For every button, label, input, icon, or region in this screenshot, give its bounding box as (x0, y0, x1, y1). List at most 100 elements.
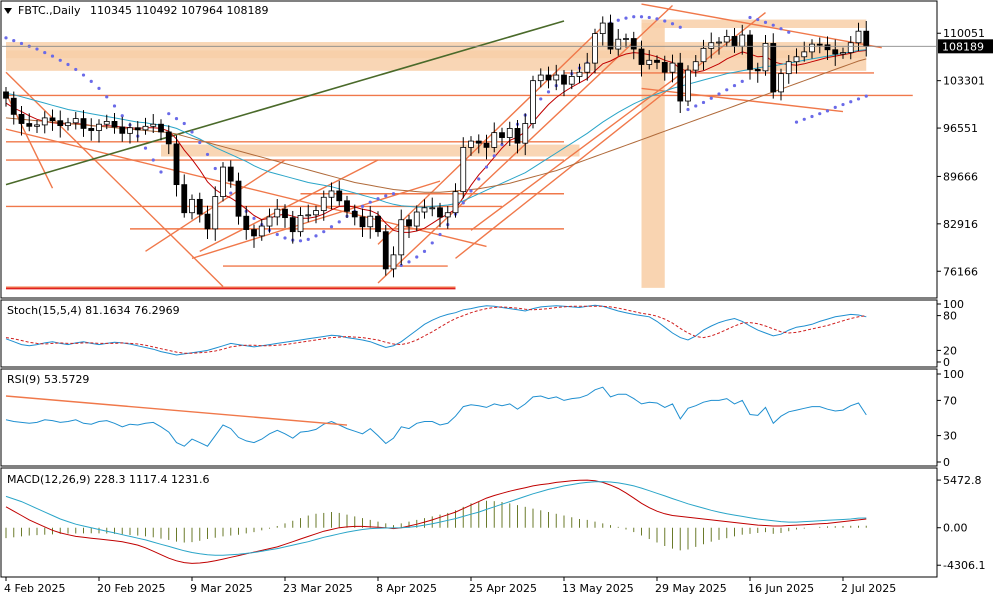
bear-candle-body (235, 180, 242, 217)
bear-candle-body (754, 69, 761, 72)
bull-candle-body (41, 117, 48, 126)
candle (173, 135, 180, 197)
bull-candle-body (413, 211, 420, 227)
candle (96, 119, 102, 143)
candle (375, 211, 381, 237)
vertical-highlight-zone (641, 23, 665, 288)
time-axis-label: 16 Jun 2025 (748, 582, 814, 595)
bear-candle-body (731, 36, 738, 47)
sar-dot (438, 232, 442, 237)
sar-dot (725, 88, 729, 92)
sar-dot (12, 39, 16, 43)
candle (809, 39, 815, 59)
candle (57, 110, 64, 138)
sar-dot (430, 241, 434, 245)
sar-dot (639, 15, 644, 19)
bull-candle-body (623, 38, 629, 40)
current-price-tag (938, 39, 993, 54)
price-axis-label: 96551 (943, 122, 978, 135)
sar-dot (19, 41, 24, 46)
bull-candle-body (530, 80, 536, 124)
candle (824, 36, 831, 60)
candle (677, 52, 684, 113)
bear-candle-body (80, 118, 87, 129)
bull-candle-body (685, 69, 691, 102)
candle (630, 31, 637, 60)
bear-candle-body (111, 121, 118, 128)
diagonal-trendline (641, 87, 844, 113)
sar-dot (205, 152, 210, 157)
bear-candle-body (173, 143, 180, 186)
sar-dot (539, 97, 543, 101)
bull-candle-body (855, 30, 862, 44)
bull-candle-body (34, 124, 40, 127)
indicator-axis-label: 20 (943, 344, 957, 357)
bull-candle-body (367, 215, 374, 228)
bull-candle-body (584, 62, 591, 73)
candle (111, 112, 118, 134)
candle (158, 119, 164, 141)
candle (289, 210, 296, 244)
macd-axis-label: 0.00 (943, 522, 968, 535)
bear-candle-body (351, 210, 358, 218)
bull-candle-body (452, 191, 459, 214)
candle (212, 186, 219, 241)
sar-dot (864, 94, 868, 98)
candle (406, 214, 412, 238)
bear-candle-body (88, 128, 95, 131)
stoch-title: Stoch(15,5,4) 81.1634 76.2969 (7, 304, 180, 317)
bear-candle-body (437, 207, 443, 218)
bear-candle-body (382, 231, 389, 270)
sar-dot (740, 79, 744, 83)
bull-candle-body (212, 196, 219, 230)
price-panel[interactable]: 110051 103301 96551 89666 82916 76166 108189 (0, 0, 993, 299)
bull-candle-body (522, 123, 529, 144)
candle (127, 122, 133, 144)
collapse-arrow-icon[interactable] (4, 8, 12, 14)
macd-panel[interactable]: 5472.8 0.00 -4306.1 (0, 467, 985, 578)
sar-dot (818, 112, 822, 116)
sar-dot (298, 239, 303, 243)
candle (475, 134, 482, 154)
candle (65, 117, 71, 131)
candle (661, 55, 668, 81)
bull-candle-body (258, 225, 265, 237)
sar-dot (283, 236, 287, 240)
bull-candle-body (220, 166, 226, 197)
time-axis-label: 4 Feb 2025 (4, 582, 65, 595)
symbol-title: FBTC.,Daily (18, 4, 81, 17)
candle (243, 206, 250, 240)
candle (599, 16, 606, 46)
rsi-panel[interactable]: 100 70 30 0 (0, 368, 964, 469)
candle (444, 206, 451, 229)
diagonal-trendline (641, 3, 882, 49)
candle (747, 30, 753, 80)
candle (723, 29, 730, 47)
stoch-signal-line (5, 305, 867, 354)
moving-average-line (5, 50, 867, 233)
sar-dot (391, 192, 396, 196)
candle (785, 55, 792, 84)
bear-candle-body (26, 123, 33, 127)
bull-candle-body (468, 140, 474, 148)
sar-dot (825, 109, 830, 113)
sar-dot (167, 112, 171, 116)
candle (537, 68, 544, 88)
sar-dot (647, 15, 651, 20)
sar-dot (756, 17, 760, 22)
sar-dot (632, 15, 636, 19)
time-axis-label: 23 Mar 2025 (283, 582, 353, 595)
bull-candle-body (692, 61, 699, 71)
bear-candle-body (227, 166, 234, 182)
candle (227, 160, 234, 188)
bull-candle-body (723, 36, 730, 43)
sar-dot (252, 216, 256, 220)
bear-candle-body (134, 127, 141, 131)
diagonal-trendline (5, 128, 487, 248)
bear-candle-body (561, 74, 567, 85)
sar-dot (376, 197, 380, 201)
sar-dot (97, 86, 101, 90)
candle (654, 55, 660, 70)
